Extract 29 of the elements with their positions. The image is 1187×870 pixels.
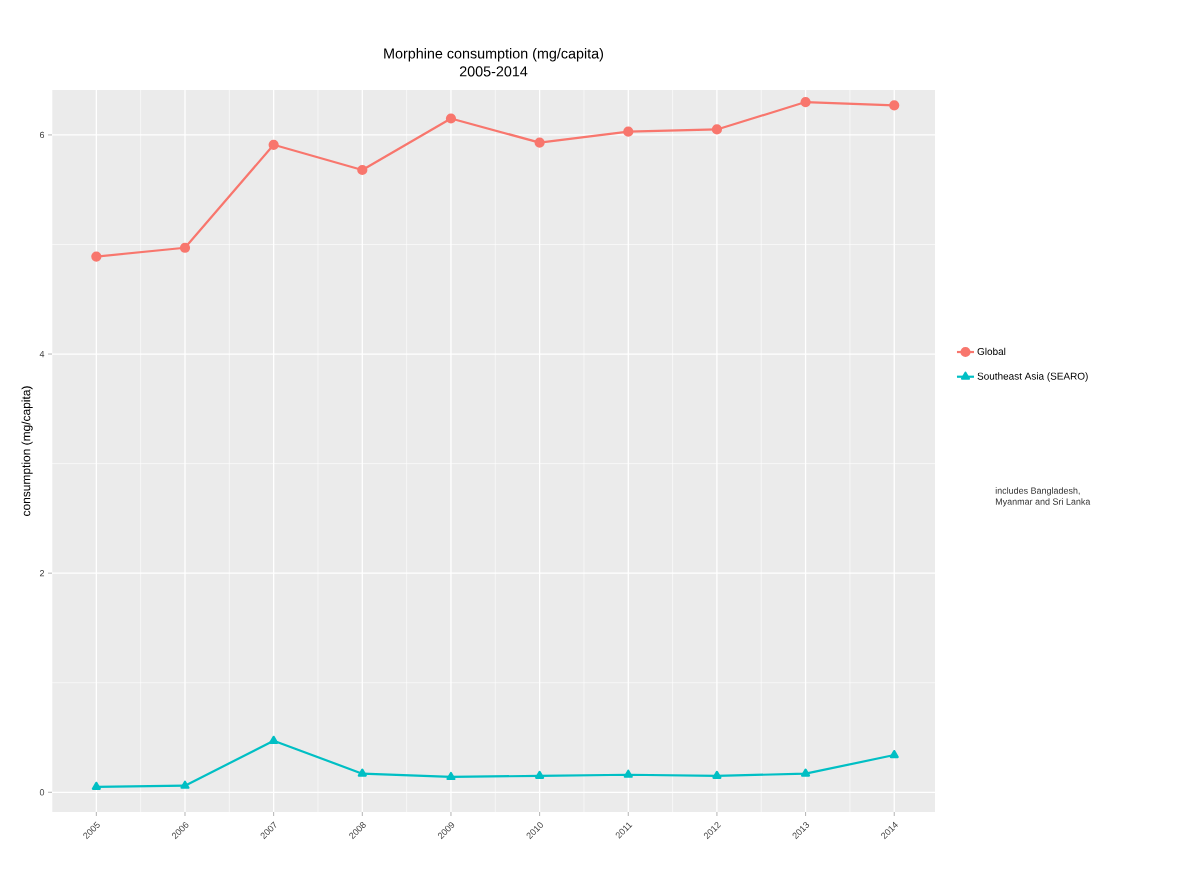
point <box>91 781 101 790</box>
legend-label: Southeast Asia (SEARO) <box>977 372 1088 382</box>
point <box>446 771 456 781</box>
point <box>889 100 900 111</box>
point <box>800 96 811 108</box>
text: includes Bangladesh, Myanmar and Sri Lanka <box>995 487 1091 507</box>
y-tick-label: 6 <box>39 131 45 139</box>
point <box>535 770 545 779</box>
point <box>91 251 102 262</box>
point <box>623 126 634 137</box>
point <box>534 137 545 148</box>
point <box>445 113 457 124</box>
y-tick-label: 4 <box>39 350 45 358</box>
point <box>179 242 191 253</box>
point <box>712 770 722 779</box>
point <box>357 164 368 176</box>
y-tick-label: 0 <box>39 789 45 796</box>
point <box>623 769 633 778</box>
point <box>357 768 367 777</box>
point <box>269 735 279 744</box>
legend-label: Global <box>977 347 1006 355</box>
y-axis-title: consumption (mg/capita) <box>21 386 33 516</box>
point <box>889 749 899 759</box>
point <box>180 780 190 789</box>
point <box>268 139 279 150</box>
y-tick-label: 2 <box>39 570 45 577</box>
chart-title: Morphine consumption (mg/capita) 2005-2014 <box>384 48 604 77</box>
point <box>801 768 811 777</box>
point <box>711 124 723 135</box>
